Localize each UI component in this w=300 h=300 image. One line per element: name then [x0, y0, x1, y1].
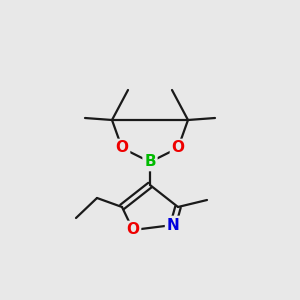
- Text: N: N: [167, 218, 179, 232]
- Text: O: O: [116, 140, 128, 155]
- Text: B: B: [144, 154, 156, 169]
- Text: O: O: [172, 140, 184, 155]
- Text: O: O: [127, 223, 140, 238]
